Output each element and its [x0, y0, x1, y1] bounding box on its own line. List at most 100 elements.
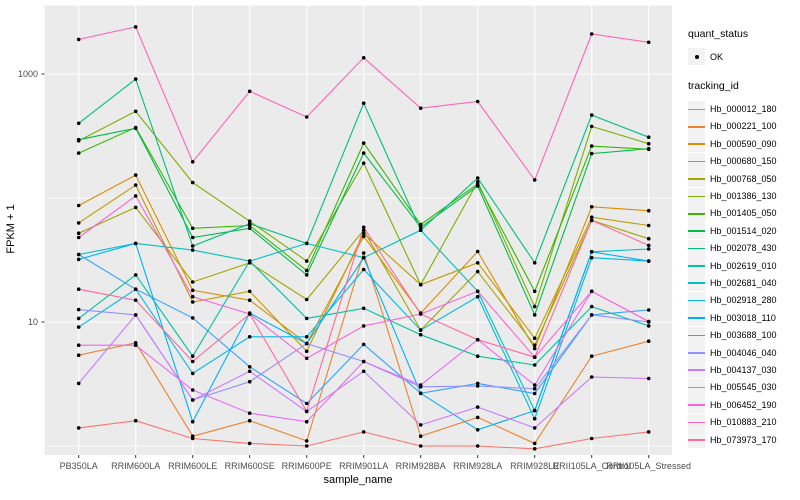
legend-item-label: Hb_000012_180: [710, 104, 777, 115]
data-point: [76, 203, 81, 208]
line-swatch-icon: [688, 152, 705, 170]
data-point: [190, 316, 195, 320]
data-point: [190, 388, 195, 392]
data-point: [646, 319, 651, 324]
data-point: [532, 363, 537, 367]
line-swatch-icon: [688, 344, 705, 362]
data-point: [475, 294, 480, 299]
legend-quant-status-items: OK: [688, 48, 800, 66]
data-point: [361, 101, 366, 105]
data-point: [190, 235, 195, 240]
data-point: [361, 251, 366, 255]
data-point: [532, 289, 537, 294]
line-swatch: [688, 334, 705, 337]
data-point: [361, 56, 366, 60]
data-point: [76, 121, 81, 126]
legend-item-Hb_006452_190: Hb_006452_190: [688, 396, 800, 414]
data-point: [190, 419, 195, 424]
data-point: [418, 383, 423, 387]
data-point: [304, 268, 309, 273]
data-point: [646, 146, 651, 151]
legend-item-Hb_005545_030: Hb_005545_030: [688, 378, 800, 396]
data-point: [76, 307, 81, 312]
data-point: [76, 287, 81, 292]
legend-item-Hb_002918_280: Hb_002918_280: [688, 291, 800, 309]
data-point: [247, 418, 252, 423]
x-axis-title: sample_name: [323, 474, 393, 486]
data-point: [76, 151, 81, 155]
legend-tracking-id-items: Hb_000012_180 Hb_000221_100 Hb_000590_090 H…: [688, 100, 800, 448]
data-point: [418, 225, 423, 230]
x-tick-label: RRIM928LA: [453, 461, 503, 471]
data-point: [589, 304, 594, 309]
legend-title-quant-status: quant_status: [688, 28, 749, 40]
data-point: [133, 343, 138, 348]
legend-item-Hb_000590_090: Hb_000590_090: [688, 135, 800, 153]
line-swatch-icon: [688, 326, 705, 344]
data-point: [589, 113, 594, 117]
data-point: [304, 115, 309, 119]
data-point: [133, 205, 138, 210]
data-point: [418, 328, 423, 332]
line-swatch-icon: [688, 413, 705, 431]
data-point: [646, 324, 651, 328]
data-point: [247, 369, 252, 374]
legend-item-label: Hb_000221_100: [710, 121, 777, 132]
line-swatch: [688, 352, 705, 354]
data-point: [133, 298, 138, 303]
legend-item-label: Hb_010883_210: [710, 417, 777, 428]
line-swatch-icon: [688, 291, 705, 309]
data-point: [361, 151, 366, 155]
data-point: [76, 231, 81, 235]
data-point: [475, 428, 480, 432]
data-point: [475, 381, 480, 386]
data-point: [361, 161, 366, 165]
data-point: [646, 376, 651, 381]
legend-item-Hb_073973_170: Hb_073973_170: [688, 431, 800, 448]
line-swatch-icon: [688, 309, 705, 327]
line-swatch-icon: [688, 361, 705, 379]
data-point: [589, 436, 594, 441]
data-point: [190, 160, 195, 164]
x-tick-label: RRIM600LE: [168, 461, 218, 471]
line-swatch: [688, 108, 705, 111]
line-swatch-icon: [688, 378, 705, 396]
data-point: [190, 226, 195, 231]
data-point: [76, 252, 81, 257]
data-point: [76, 137, 81, 142]
x-tick-label: RRII105LA_Control: [552, 461, 631, 471]
legend-item-Hb_001405_050: Hb_001405_050: [688, 204, 800, 222]
legend-item-Hb_000221_100: Hb_000221_100: [688, 117, 800, 135]
data-point: [646, 243, 651, 248]
legend-item-Hb_003688_100: Hb_003688_100: [688, 326, 800, 344]
data-point: [532, 178, 537, 182]
data-point: [133, 194, 138, 198]
data-point: [589, 255, 594, 260]
legend: quant_status OK tracking_id Hb_000012_18…: [688, 28, 800, 448]
legend-item-label: Hb_002619_010: [710, 260, 777, 271]
data-point: [532, 447, 537, 451]
data-point: [646, 135, 651, 139]
data-point: [646, 247, 651, 251]
legend-item-Hb_001514_020: Hb_001514_020: [688, 222, 800, 240]
data-point: [475, 405, 480, 409]
line-swatch-icon: [688, 396, 705, 414]
line-swatch-icon: [688, 135, 705, 153]
legend-item-label: OK: [710, 51, 724, 62]
data-point: [589, 124, 594, 129]
data-point: [532, 441, 537, 446]
data-point: [133, 126, 138, 131]
data-point: [304, 259, 309, 263]
data-point: [76, 353, 81, 358]
data-point: [475, 289, 480, 294]
legend-item-label: Hb_003688_100: [710, 330, 777, 341]
legend-item-Hb_002078_430: Hb_002078_430: [688, 239, 800, 257]
data-point: [247, 365, 252, 369]
data-point: [475, 354, 480, 359]
legend-item-label: Hb_001405_050: [710, 208, 777, 219]
legend-item-label: Hb_004046_040: [710, 347, 777, 358]
data-point: [475, 337, 480, 342]
data-point: [190, 354, 195, 359]
data-point: [418, 312, 423, 316]
legend-item-label: Hb_001386_130: [710, 191, 777, 202]
